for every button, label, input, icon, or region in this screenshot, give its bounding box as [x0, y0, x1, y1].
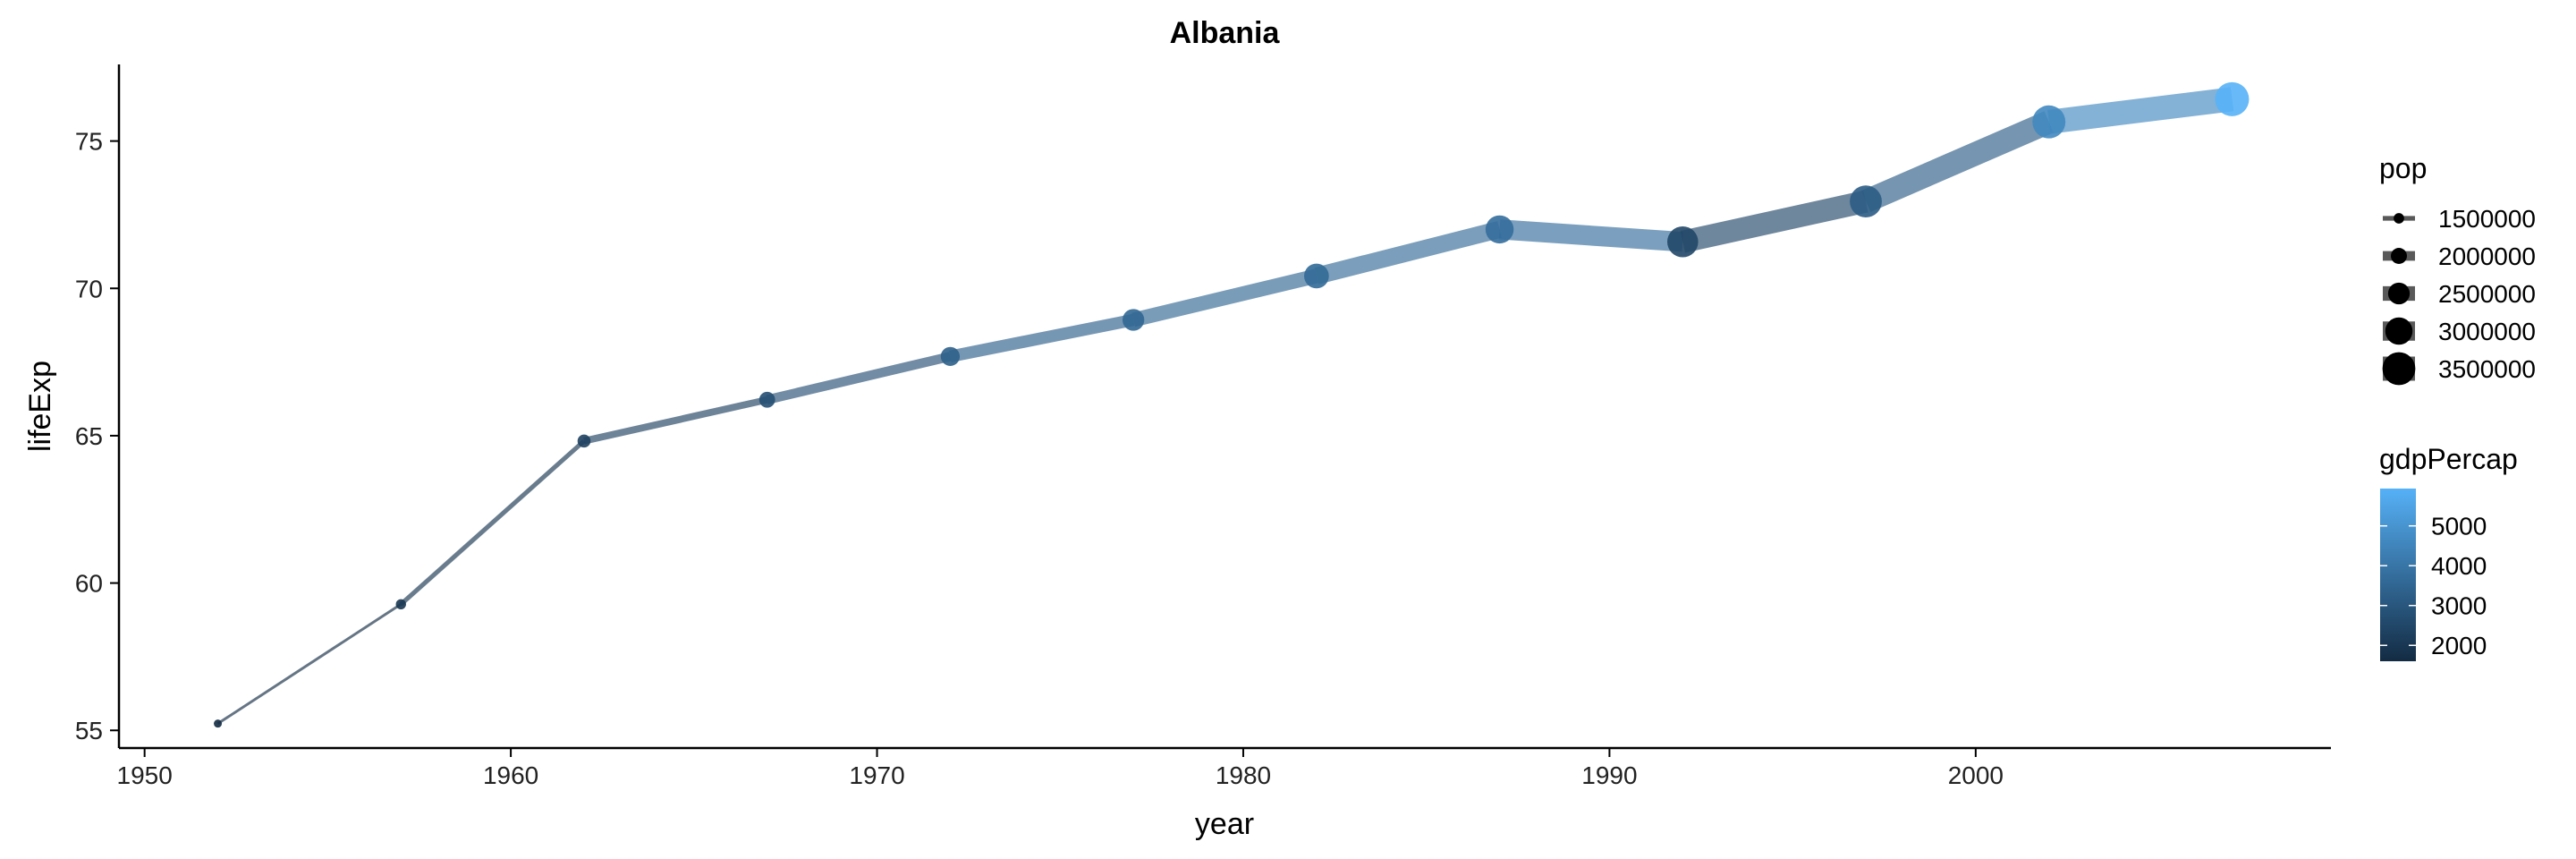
series-line-segment — [399, 438, 586, 607]
series-line-segment — [1131, 268, 1318, 327]
legend-pop-label: 3500000 — [2438, 355, 2536, 383]
x-axis-ticks: 1950 1960 1970 1980 1990 2000 — [117, 748, 2004, 789]
x-tick-label: 1950 — [117, 761, 173, 789]
legend-pop-label: 3000000 — [2438, 318, 2536, 345]
legend-pop-label: 2500000 — [2438, 280, 2536, 308]
y-tick-label: 60 — [75, 570, 103, 598]
data-point — [940, 346, 961, 366]
data-point — [1303, 263, 1329, 289]
legend-gdp-title: gdpPercap — [2379, 443, 2518, 475]
legend-gdp-label: 5000 — [2431, 513, 2487, 540]
series-line-segment — [1860, 111, 2054, 213]
x-tick-label: 1980 — [1216, 761, 1271, 789]
x-tick-label: 2000 — [1948, 761, 2004, 789]
legend-pop-label: 1500000 — [2438, 205, 2536, 233]
y-tick-label: 65 — [75, 422, 103, 450]
data-point — [214, 719, 223, 728]
legend-pop: pop 1500000 2000000 2500000 3000000 3500000 — [2379, 152, 2536, 386]
data-point — [2032, 105, 2066, 139]
data-point — [2215, 81, 2250, 116]
legend-pop-title: pop — [2379, 152, 2427, 184]
series-line-group — [216, 87, 2234, 725]
series-line-segment — [216, 603, 402, 725]
legend-pop-key-point — [2387, 282, 2411, 305]
chart-title: Albania — [1170, 16, 1281, 50]
data-point — [395, 599, 406, 610]
legend-gdp: gdpPercap 2000 3000 4000 5000 — [2379, 443, 2518, 661]
data-point — [1667, 225, 1699, 258]
x-tick-label: 1990 — [1581, 761, 1637, 789]
series-line-segment — [1498, 219, 1684, 252]
legend-gdp-label: 4000 — [2431, 552, 2487, 580]
legend-gdp-label: 2000 — [2431, 632, 2487, 659]
legend-gdp-label: 3000 — [2431, 592, 2487, 620]
x-axis-title: year — [1195, 807, 1254, 841]
series-line-segment — [1314, 221, 1502, 285]
y-tick-label: 70 — [75, 275, 103, 302]
legend-pop-key-point — [2382, 352, 2416, 386]
x-tick-label: 1970 — [849, 761, 904, 789]
data-point — [577, 434, 591, 448]
x-tick-label: 1960 — [483, 761, 538, 789]
y-tick-label: 55 — [75, 717, 103, 744]
series-line-segment — [1680, 190, 1868, 253]
data-point — [1122, 309, 1145, 331]
data-point — [1485, 215, 1514, 244]
data-point — [758, 391, 775, 408]
series-line-segment — [766, 352, 952, 404]
legend-pop-key-point — [2394, 213, 2404, 224]
series-point-group — [214, 81, 2250, 728]
series-line-segment — [2047, 87, 2234, 134]
series-line-segment — [949, 313, 1135, 363]
legend-pop-label: 2000000 — [2438, 242, 2536, 270]
series-line-segment — [583, 395, 768, 445]
data-point — [1850, 185, 1882, 218]
legend-gdp-colorbar — [2380, 489, 2416, 661]
y-tick-label: 75 — [75, 128, 103, 156]
y-axis-ticks: 55 60 65 70 75 — [75, 128, 119, 744]
legend-pop-key-point — [2385, 317, 2413, 345]
legend-pop-key-point — [2391, 248, 2407, 264]
y-axis-title: lifeExp — [23, 361, 57, 452]
